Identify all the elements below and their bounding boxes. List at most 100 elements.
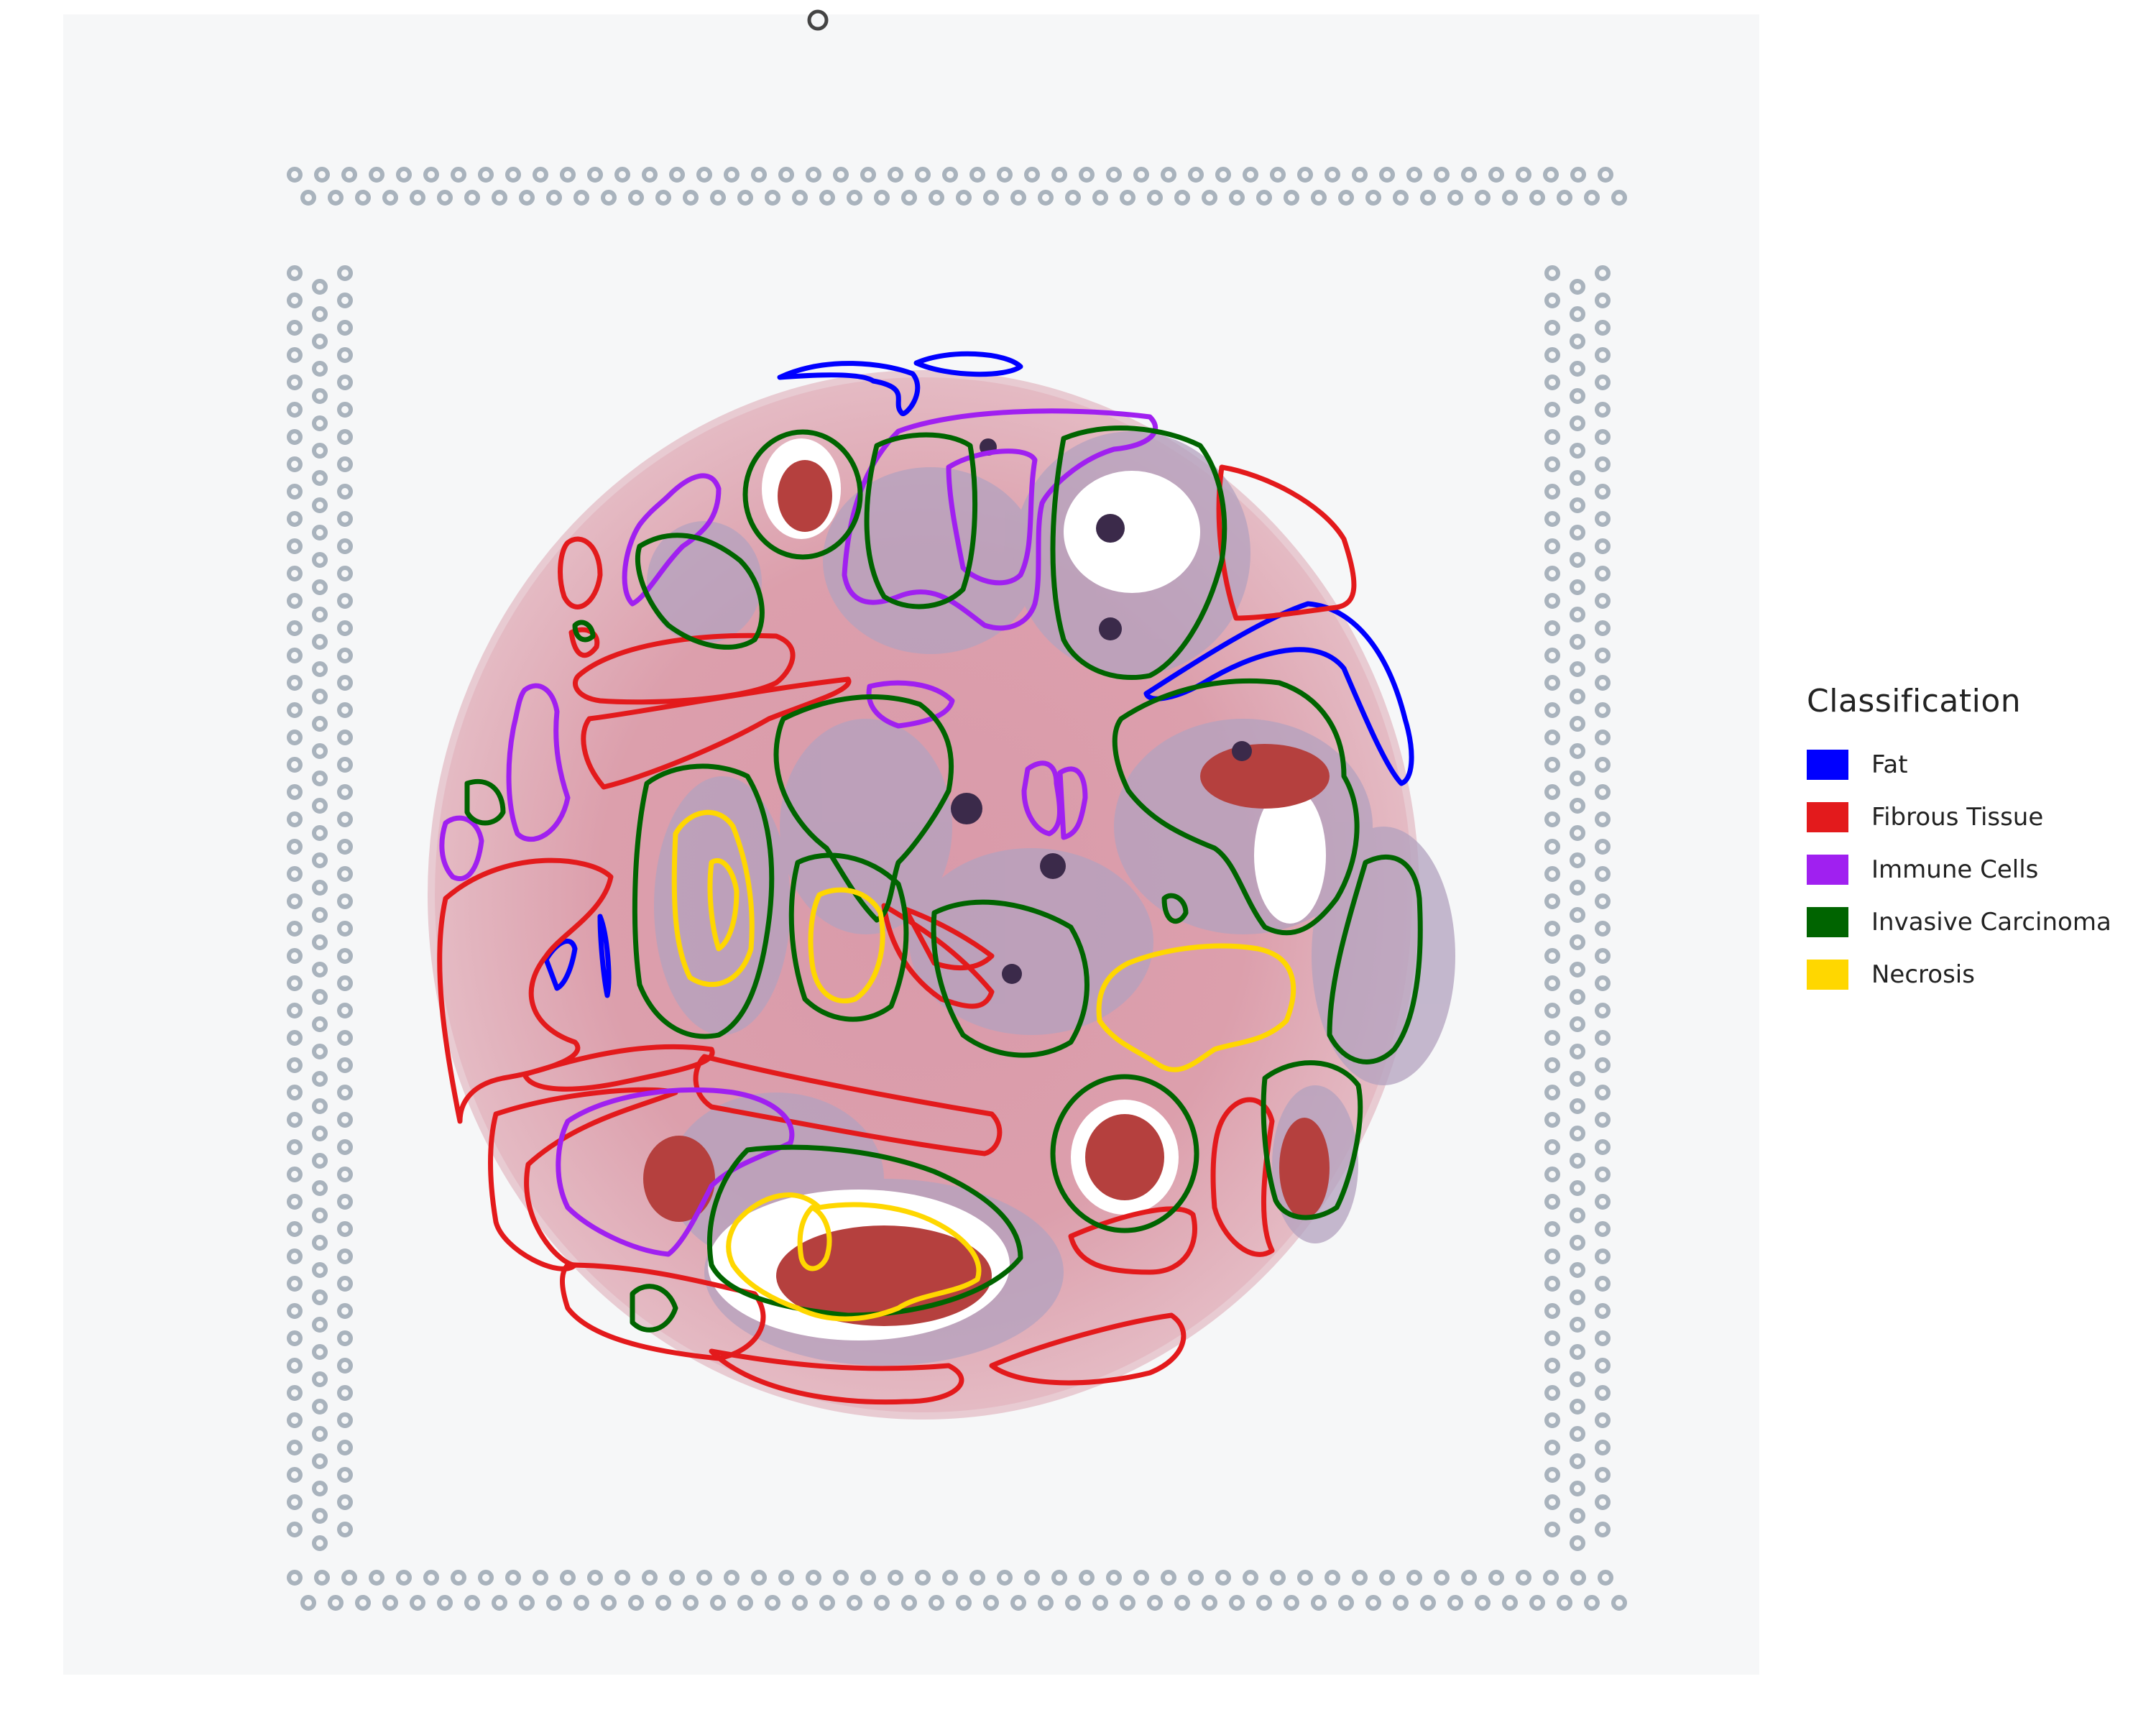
fiducial-dot [337, 484, 353, 500]
fiducial-dot [1570, 798, 1585, 814]
fiducial-dot [669, 1570, 685, 1586]
fiducial-dot [601, 190, 617, 206]
fiducial-dot [337, 374, 353, 390]
fiducial-dot [1570, 334, 1585, 349]
fiducial-dot [1570, 167, 1586, 183]
fiducial-dot [312, 497, 328, 513]
fiducial-dot [1595, 1330, 1611, 1346]
fiducial-dot [337, 893, 353, 909]
fiducial-dot [1229, 1595, 1245, 1611]
fiducial-dot [1365, 1595, 1381, 1611]
fiducial-dot [1092, 1595, 1108, 1611]
fiducial-dot [1595, 975, 1611, 991]
fiducial-dot [1595, 1494, 1611, 1510]
fiducial-dot [312, 1344, 328, 1360]
fiducial-dot [287, 784, 303, 800]
fiducial-dot [1611, 190, 1627, 206]
fiducial-dot [337, 1139, 353, 1155]
fiducial-dot [1595, 1221, 1611, 1237]
fiducial-dot [1570, 934, 1585, 950]
fiducial-dot [1570, 634, 1585, 650]
fiducial-dot [312, 1262, 328, 1278]
fiducial-dot [1051, 1570, 1067, 1586]
fiducial-dot [1024, 1570, 1040, 1586]
fiducial-dot [492, 190, 507, 206]
fiducial-dot [1595, 784, 1611, 800]
fiducial-dot [614, 1570, 630, 1586]
fiducial-dot [1010, 190, 1026, 206]
fiducial-dot [1544, 893, 1560, 909]
fiducial-dot [997, 167, 1013, 183]
fiducial-dot [1611, 1595, 1627, 1611]
fiducial-dot [287, 757, 303, 773]
fiducial-dot [337, 839, 353, 855]
fiducial-dot [287, 620, 303, 636]
fiducial-dot [312, 1453, 328, 1469]
fiducial-dot [337, 1221, 353, 1237]
fiducial-dot [337, 948, 353, 964]
fiducial-dot [1598, 167, 1613, 183]
fiducial-dot [337, 1467, 353, 1483]
fiducial-dot [1544, 839, 1560, 855]
fiducial-dot [337, 1494, 353, 1510]
fiducial-dot [1133, 167, 1149, 183]
fiducial-dot [1570, 361, 1585, 377]
fiducial-dot [915, 167, 931, 183]
fiducial-dot [337, 1385, 353, 1401]
fiducial-dot [1475, 190, 1491, 206]
fiducial-dot [1570, 306, 1585, 322]
legend-swatch [1807, 801, 1848, 832]
fiducial-dot [287, 811, 303, 827]
fiducial-dot [655, 1595, 671, 1611]
fiducial-dot [337, 265, 353, 281]
fiducial-dot [888, 167, 903, 183]
fiducial-dot [1570, 1535, 1585, 1551]
fiducial-dot [1570, 1180, 1585, 1196]
fiducial-dot [312, 334, 328, 349]
fiducial-dot [287, 1248, 303, 1264]
fiducial-dot [1570, 907, 1585, 923]
fiducial-dot [300, 190, 316, 206]
fiducial-dot [505, 167, 521, 183]
fiducial-dot [833, 167, 849, 183]
fiducial-dot [328, 1595, 344, 1611]
fiducial-dot [1570, 1426, 1585, 1442]
fiducial-dot [1544, 1221, 1560, 1237]
fiducial-dot [1595, 293, 1611, 308]
fiducial-dot [1147, 190, 1163, 206]
fiducial-dot [1243, 167, 1258, 183]
fiducial-dot [1570, 1399, 1585, 1414]
fiducial-dot [337, 1194, 353, 1210]
fiducial-dot [287, 1030, 303, 1046]
fiducial-dot [423, 1570, 439, 1586]
fiducial-dot [314, 1570, 330, 1586]
fiducial-dot [1174, 190, 1190, 206]
fiducial-frame [287, 167, 1627, 1611]
fiducial-dot [587, 1570, 603, 1586]
fiducial-dot [1544, 1276, 1560, 1292]
fiducial-dot [683, 1595, 699, 1611]
fiducial-dot [1065, 1595, 1081, 1611]
fiducial-dot [312, 1317, 328, 1333]
fiducial-dot [341, 167, 357, 183]
fiducial-dot [1570, 1044, 1585, 1059]
fiducial-dot [1106, 167, 1122, 183]
fiducial-dot [337, 730, 353, 745]
fiducial-dot [337, 620, 353, 636]
fiducial-dot [1215, 1570, 1231, 1586]
fiducial-dot [328, 190, 344, 206]
fiducial-dot [1270, 1570, 1286, 1586]
fiducial-dot [355, 190, 371, 206]
fat-contours [543, 351, 1414, 998]
fiducial-dot [1584, 1595, 1600, 1611]
fiducial-dot [369, 1570, 384, 1586]
fiducial-dot [1595, 757, 1611, 773]
fiducial-dot [1544, 1330, 1560, 1346]
fiducial-dot [1243, 1570, 1258, 1586]
fiducial-dot [312, 989, 328, 1005]
fiducial-dot [337, 1412, 353, 1428]
fiducial-dot [560, 167, 576, 183]
fiducial-dot [1595, 1385, 1611, 1401]
fiducial-dot [287, 484, 303, 500]
fiducial-dot [1516, 1570, 1531, 1586]
